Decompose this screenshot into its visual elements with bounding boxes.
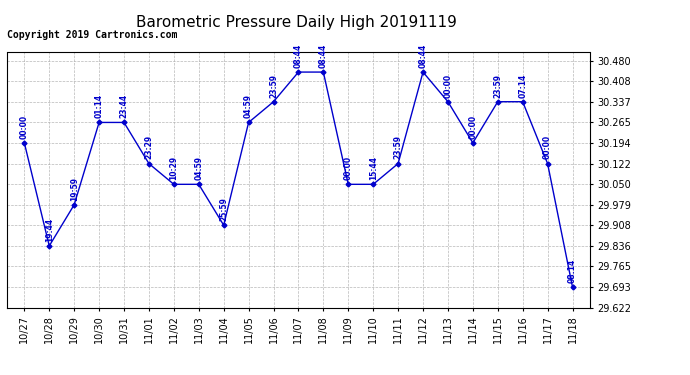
Text: 10:29: 10:29 — [169, 156, 178, 180]
Text: 15:44: 15:44 — [368, 156, 377, 180]
Text: 00:00: 00:00 — [20, 115, 29, 139]
Text: 23:29: 23:29 — [144, 135, 153, 159]
Text: 08:44: 08:44 — [294, 44, 303, 68]
Text: 08:44: 08:44 — [419, 44, 428, 68]
Text: 00:00: 00:00 — [469, 115, 477, 139]
Text: 01:14: 01:14 — [95, 94, 103, 118]
Text: 19:44: 19:44 — [45, 217, 54, 242]
Text: Barometric Pressure Daily High 20191119: Barometric Pressure Daily High 20191119 — [136, 15, 457, 30]
Text: 23:59: 23:59 — [493, 74, 502, 98]
Text: 00:00: 00:00 — [444, 74, 453, 98]
Text: 04:59: 04:59 — [244, 94, 253, 118]
Text: 00:00: 00:00 — [543, 135, 552, 159]
Text: 23:59: 23:59 — [269, 74, 278, 98]
Text: 08:14: 08:14 — [568, 259, 577, 283]
Text: 04:59: 04:59 — [195, 156, 204, 180]
Text: 23:59: 23:59 — [393, 135, 402, 159]
Text: Copyright 2019 Cartronics.com: Copyright 2019 Cartronics.com — [7, 30, 177, 40]
Text: Pressure  (Inches/Hg): Pressure (Inches/Hg) — [493, 40, 604, 50]
Text: 19:59: 19:59 — [70, 177, 79, 201]
Text: 00:00: 00:00 — [344, 156, 353, 180]
Text: 23:44: 23:44 — [119, 94, 128, 118]
Text: 25:59: 25:59 — [219, 197, 228, 221]
Text: 08:44: 08:44 — [319, 44, 328, 68]
Text: 07:14: 07:14 — [518, 73, 527, 98]
